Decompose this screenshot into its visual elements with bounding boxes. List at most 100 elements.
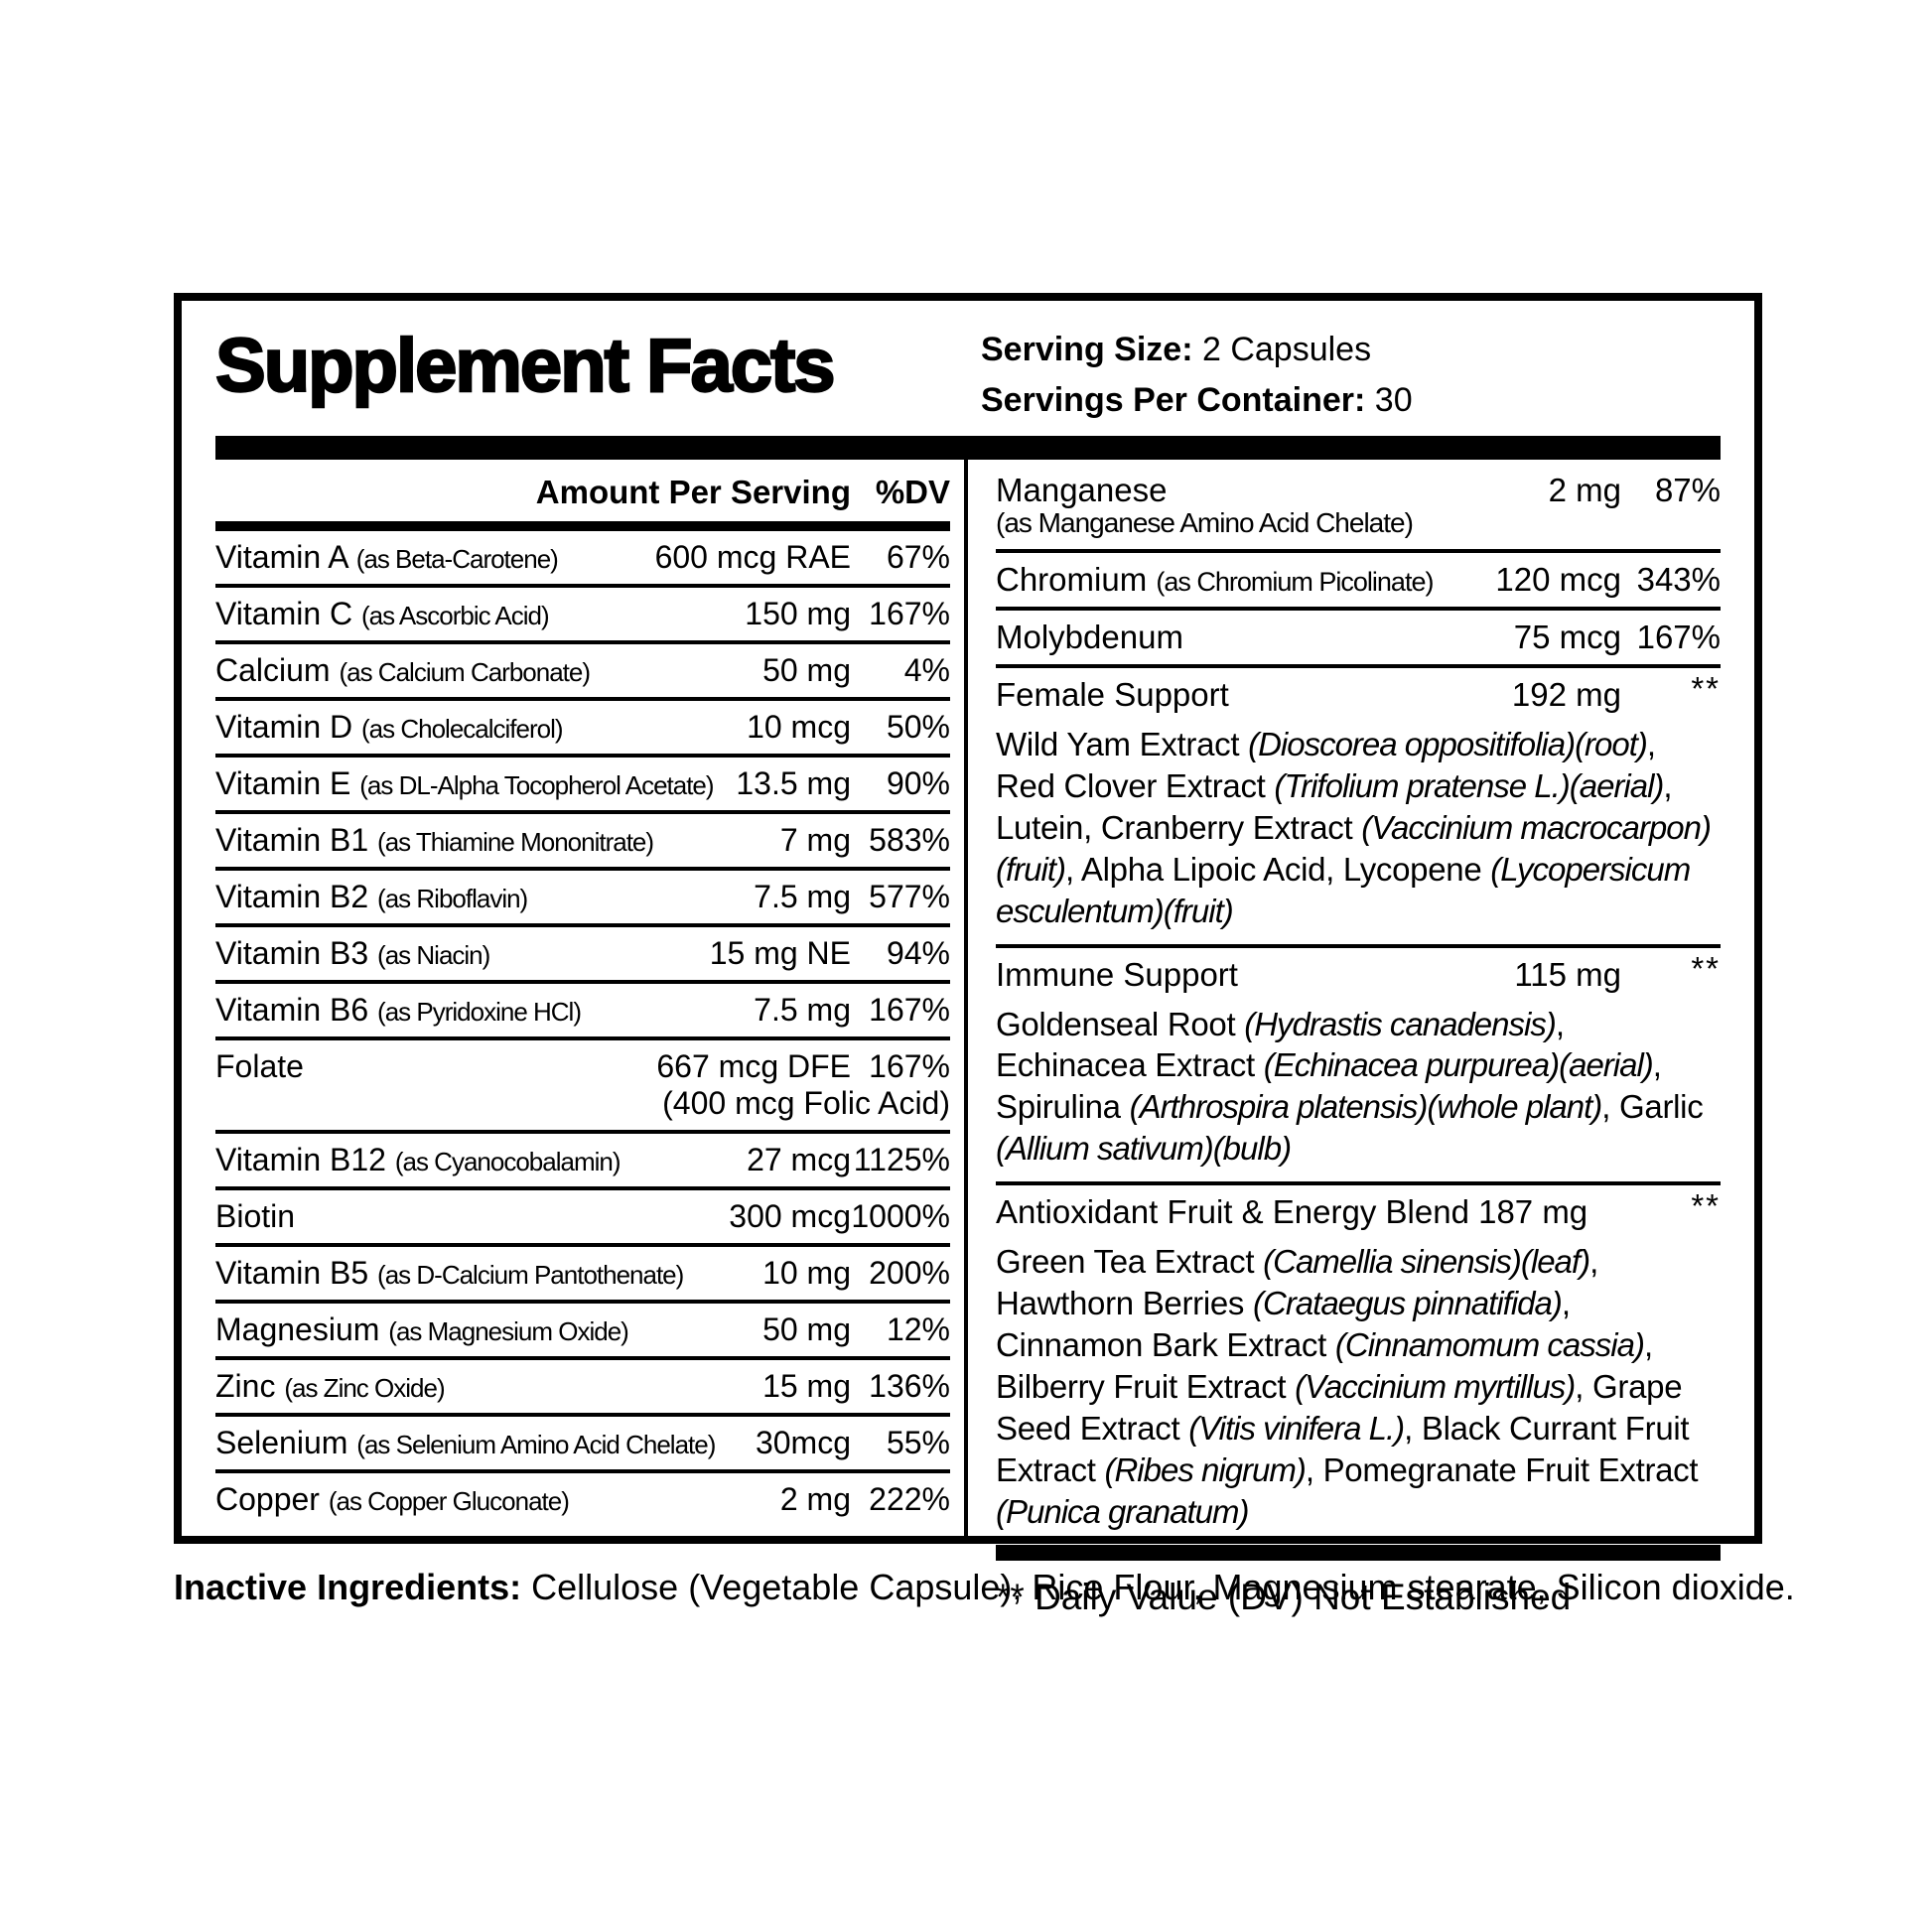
blend-ingredient: Green Tea Extract [996, 1243, 1264, 1281]
blend-ingredient: , Cinnamon Bark Extract [996, 1285, 1571, 1363]
nutrient-row: Manganese 2 mg 87% [996, 464, 1721, 517]
nutrient-row: Calcium (as Calcium Carbonate) 50 mg 4% [215, 644, 950, 697]
percent-dv-header: %DV [875, 474, 950, 510]
nutrient-amount: 15 mg [762, 1368, 851, 1404]
blend-ingredient: Wild Yam Extract [996, 726, 1249, 762]
nutrient-dv: 1000% [851, 1198, 950, 1234]
nutrient-dv: 87% [1654, 472, 1721, 508]
nutrient-name: Molybdenum [996, 619, 1183, 655]
nutrient-form: (as Copper Gluconate) [328, 1486, 570, 1516]
nutrient-dv: 136% [869, 1368, 950, 1404]
column-header-bar [215, 521, 950, 531]
nutrient-dv: 55% [886, 1425, 950, 1460]
nutrient-name: Magnesium (as Magnesium Oxide) [215, 1311, 629, 1347]
blend-latin-name: (Punica granatum) [996, 1492, 1249, 1530]
blend-heading-row: Antioxidant Fruit & Energy Blend 187 mg *… [996, 1185, 1721, 1239]
nutrient-form: (as Thiamine Mononitrate) [377, 827, 654, 857]
nutrient-dv: 167% [869, 992, 950, 1028]
nutrient-name: Immune Support [996, 955, 1238, 993]
nutrient-name: Folate [215, 1048, 304, 1084]
row-separator [215, 640, 950, 644]
nutrient-amount: 192 mg [1511, 676, 1621, 713]
nutrient-form: (as Beta-Carotene) [355, 544, 559, 574]
right-nutrient-rows: Manganese 2 mg 87% (as Manganese Amino Acid… [996, 464, 1721, 1545]
row-separator [215, 584, 950, 588]
blend-latin-name: (Dioscorea oppositifolia)(root) [1248, 726, 1648, 762]
nutrient-row: Chromium (as Chromium Picolinate) 120 mcg… [996, 553, 1721, 607]
nutrient-form: (as Zinc Oxide) [284, 1373, 445, 1403]
nutrient-form: (as Chromium Picolinate) [1156, 567, 1434, 597]
nutrient-amount: 600 mcg RAE [654, 539, 851, 575]
right-column: Manganese 2 mg 87% (as Manganese Amino Acid… [996, 460, 1721, 1617]
nutrient-dv: 4% [903, 652, 950, 688]
blend-ingredient: , Bilberry Fruit Extract [996, 1325, 1653, 1405]
nutrient-amount: 2 mg [779, 1481, 851, 1517]
nutrient-amount: 667 mcg DFE [656, 1048, 851, 1084]
nutrient-form: (as Cholecalciferol) [361, 714, 564, 744]
nutrient-amount: 150 mg [745, 596, 851, 631]
amount-per-serving-header: Amount Per Serving [535, 474, 851, 510]
row-separator [215, 980, 950, 984]
nutrient-form: (as Selenium Amino Acid Chelate) [356, 1430, 716, 1459]
nutrient-amount-secondary: (400 mcg Folic Acid) [215, 1085, 950, 1130]
blend-ingredient: Goldenseal Root [996, 1005, 1245, 1042]
blend-ingredient: , Grape Seed Extract [996, 1367, 1683, 1447]
nutrient-amount: 75 mcg [1513, 619, 1621, 655]
nutrient-amount: 115 mg [1514, 955, 1621, 993]
nutrient-row: Vitamin B5 (as D-Calcium Pantothenate) 10… [215, 1247, 950, 1300]
nutrient-form: (as D-Calcium Pantothenate) [377, 1260, 684, 1290]
row-separator [215, 1243, 950, 1247]
row-separator [215, 810, 950, 814]
blend-latin-name: (Hydrastis canadensis) [1244, 1005, 1557, 1042]
blend-latin-name: (Arthrospira platensis)(whole plant) [1129, 1088, 1603, 1126]
serving-size-line: Serving Size: 2 Capsules [981, 325, 1721, 375]
footnote-divider-bar [996, 1544, 1721, 1561]
nutrient-name: Chromium (as Chromium Picolinate) [996, 561, 1434, 598]
row-separator [215, 1356, 950, 1360]
row-separator [215, 1130, 950, 1134]
nutrient-form: (as Manganese Amino Acid Chelate) [996, 507, 1414, 538]
blend-latin-name: (Echinacea purpurea)(aerial) [1263, 1046, 1654, 1084]
nutrient-amount: 50 mg [762, 1311, 851, 1347]
folic-acid-equivalent: (400 mcg Folic Acid) [662, 1085, 950, 1121]
row-separator [215, 697, 950, 701]
row-separator [215, 1036, 950, 1040]
nutrient-form: (as Niacin) [377, 940, 490, 970]
nutrient-form: (as Magnesium Oxide) [388, 1316, 629, 1346]
left-column: Amount Per Serving %DV Vitamin A (as Bet… [215, 460, 950, 1526]
blend-latin-name: (Ribes nigrum) [1104, 1450, 1306, 1488]
serving-info: Serving Size: 2 Capsules Servings Per Co… [981, 317, 1721, 426]
nutrient-dv: 12% [886, 1311, 950, 1347]
nutrient-form: (as Ascorbic Acid) [361, 601, 550, 630]
servings-per-container-label: Servings Per Container: [981, 381, 1366, 419]
nutrient-name: Vitamin B3 (as Niacin) [215, 935, 490, 971]
nutrient-name: Vitamin E (as DL-Alpha Tocopherol Acetat… [215, 765, 715, 801]
nutrient-name: Vitamin A (as Beta-Carotene) [215, 539, 559, 575]
nutrient-dv: 577% [869, 879, 950, 914]
header-divider-bar [215, 436, 1721, 460]
nutrient-row: Vitamin B12 (as Cyanocobalamin) 27 mcg 112… [215, 1134, 950, 1186]
nutrient-name: Vitamin B5 (as D-Calcium Pantothenate) [215, 1255, 684, 1291]
nutrient-dv: ** [1691, 670, 1721, 707]
blend-description: Green Tea Extract (Camellia sinensis)(le… [996, 1239, 1721, 1544]
footnote-text: ** Daily Value (DV) Not Established [996, 1576, 1572, 1617]
blend-latin-name: (Vaccinium myrtillus) [1295, 1367, 1576, 1405]
row-separator [996, 664, 1721, 668]
blend-ingredient: , Lutein, Cranberry Extract [996, 766, 1673, 846]
blend-heading-row: Immune Support 115 mg ** [996, 948, 1721, 1002]
nutrient-amount: 10 mcg [747, 709, 851, 745]
left-nutrient-rows: Vitamin A (as Beta-Carotene) 600 mcg RAE 6… [215, 531, 950, 1526]
row-separator [996, 549, 1721, 553]
nutrient-amount: 7.5 mg [754, 879, 851, 914]
nutrient-form: (as Riboflavin) [377, 884, 528, 913]
nutrient-amount: 2 mg [1548, 472, 1621, 508]
row-separator [215, 754, 950, 758]
blend-ingredient: , Black Currant Fruit Extract [996, 1409, 1690, 1488]
blend-latin-name: (Trifolium pratense L.)(aerial) [1274, 766, 1664, 804]
blend-ingredient: , Spirulina [996, 1046, 1662, 1126]
row-separator [996, 607, 1721, 611]
daily-value-note: ** Daily Value (DV) Not Established [996, 1544, 1721, 1622]
nutrient-amount: 50 mg [762, 652, 851, 688]
row-separator [215, 923, 950, 927]
nutrient-name: Zinc (as Zinc Oxide) [215, 1368, 446, 1404]
